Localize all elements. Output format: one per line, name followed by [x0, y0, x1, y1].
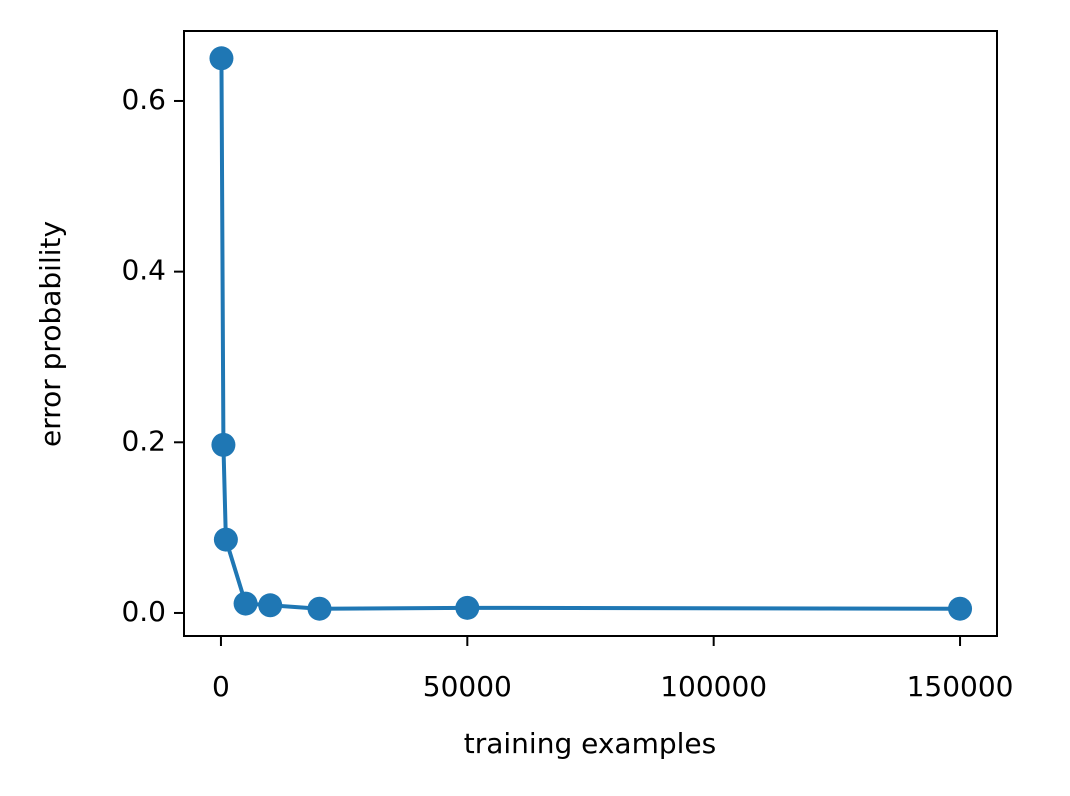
marker [307, 596, 332, 621]
y-tick-label: 0.0 [121, 595, 166, 628]
x-tick-label: 0 [212, 670, 230, 703]
plot-frame [183, 30, 998, 637]
marker [233, 591, 258, 616]
marker [211, 432, 236, 457]
x-tick-label: 100000 [660, 670, 767, 703]
marker [455, 595, 480, 620]
marker [209, 46, 234, 71]
y-tick-label: 0.4 [121, 254, 166, 287]
marker [948, 596, 973, 621]
y-tick-label: 0.2 [121, 424, 166, 457]
marker [213, 527, 238, 552]
x-axis-label: training examples [464, 727, 716, 760]
y-tick-label: 0.6 [121, 83, 166, 116]
x-tick-label: 50000 [423, 670, 512, 703]
x-tick-label: 150000 [907, 670, 1014, 703]
line [219, 58, 961, 611]
y-axis-label: error probability [34, 221, 67, 447]
marker [258, 593, 283, 618]
